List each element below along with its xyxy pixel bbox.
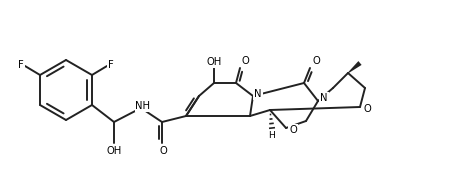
Text: H: H — [268, 130, 275, 140]
Text: O: O — [312, 56, 320, 66]
Text: O: O — [363, 104, 371, 114]
Text: NH: NH — [135, 101, 151, 111]
Text: OH: OH — [106, 146, 122, 156]
Text: O: O — [159, 146, 167, 156]
Text: O: O — [241, 56, 249, 66]
Polygon shape — [348, 61, 362, 73]
Text: O: O — [289, 125, 297, 135]
Text: F: F — [18, 60, 24, 70]
Text: F: F — [108, 60, 114, 70]
Text: N: N — [254, 89, 262, 99]
Text: OH: OH — [207, 57, 222, 67]
Text: N: N — [320, 93, 328, 103]
